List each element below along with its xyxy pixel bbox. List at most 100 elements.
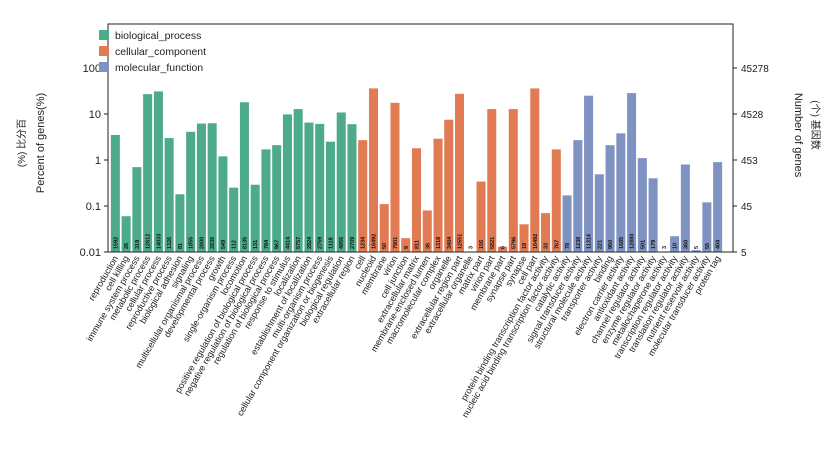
bar-54 [691,250,701,252]
count-label-31: 3404 [447,236,453,249]
count-label-28: 811 [415,240,421,249]
bar-6 [175,194,185,252]
bar-42 [562,195,572,252]
legend-swatch-0 [99,30,109,40]
right-tick-label-3: 45 [741,202,753,213]
count-label-47: 1685 [619,237,625,249]
count-label-49: 501 [640,240,646,249]
count-label-54: 5 [694,246,700,249]
count-label-32: 12551 [458,234,464,249]
count-label-35: 5821 [490,237,496,249]
bar-48 [627,93,637,252]
bar-9 [207,123,217,252]
count-label-50: 179 [651,240,657,249]
bar-8 [196,123,206,252]
count-label-13: 131 [253,240,259,249]
bar-12 [239,102,249,252]
count-label-24: 16492 [371,234,377,249]
count-label-17: 5757 [296,237,302,249]
count-label-20: 1118 [328,237,334,249]
count-label-46: 960 [608,240,614,249]
count-label-9: 2836 [210,237,216,249]
bar-32 [455,93,465,252]
count-label-21: 4856 [339,237,345,249]
count-label-7: 1855 [189,237,195,249]
bar-27 [401,238,411,252]
bar-20 [325,141,335,252]
bar-37 [508,109,518,252]
count-label-18: 2924 [307,236,313,249]
legend: biological_process cellular_componentmole… [99,30,206,74]
right-axis-label-cn: (个) 基因数 [809,100,822,149]
bar-23 [358,140,368,252]
count-label-16: 4414 [285,236,291,249]
bar-29 [422,210,432,252]
count-label-4: 14033 [156,234,162,249]
count-label-43: 1238 [576,237,582,249]
count-label-33: 3 [468,246,474,249]
bar-40 [541,213,551,252]
bar-52 [670,236,680,252]
bar-46 [605,145,615,252]
count-label-6: 81 [178,243,184,249]
legend-label-2: molecular_function [115,62,203,74]
count-label-38: 19 [522,243,528,249]
bar-17 [293,109,303,252]
bar-13 [250,184,260,252]
bars-layer [110,88,723,253]
bar-21 [336,112,346,253]
count-label-10: 549 [221,240,227,249]
count-label-37: 5796 [511,237,517,249]
bar-26 [390,102,400,252]
left-tick-label-1: 10 [89,109,101,121]
y-axis-label-cn: (%) 比分百 [16,119,28,167]
count-label-34: 156 [479,240,485,249]
right-tick-label-0: 45278 [741,64,769,75]
bar-11 [229,187,239,252]
count-label-55: 55 [705,243,711,249]
legend-label-1: cellular_component [115,46,206,58]
bar-14 [261,149,271,252]
count-label-8: 2800 [199,237,205,249]
count-label-0: 1592 [113,237,119,249]
count-label-14: 784 [264,239,270,249]
count-label-2: 319 [135,240,141,249]
count-label-19: 2759 [318,237,324,249]
bar-10 [218,156,228,252]
bar-16 [282,114,292,253]
bar-5 [164,138,174,252]
count-labels-layer: 1592 26 319 12612 14033 1326 81 1855 2800 2836 549… [113,233,721,249]
bar-38 [519,224,529,252]
bar-39 [530,88,540,252]
count-label-22: 2709 [350,237,356,249]
count-label-27: 9 [404,246,410,249]
count-label-45: 221 [597,240,603,249]
bar-36 [498,246,508,252]
count-label-11: 112 [232,240,238,249]
right-axis-label: Number of genes [792,93,804,178]
bar-3 [143,94,153,252]
bar-45 [594,174,604,252]
left-tick-label-2: 1 [95,155,101,167]
left-axis: 100 10 1 0.1 0.01 [80,63,108,259]
bar-49 [637,158,647,252]
bar-1 [121,216,131,252]
count-label-36: 6 [501,246,507,249]
count-label-48: 12880 [630,234,636,249]
bar-41 [551,149,561,252]
bar-24 [368,88,378,252]
count-label-3: 12612 [146,234,152,249]
count-label-5: 1326 [167,237,173,249]
count-label-42: 78 [565,243,571,249]
count-label-23: 1234 [361,236,367,249]
bar-0 [110,134,120,252]
y-axis-label: Percent of genes(%) [35,93,47,193]
left-tick-label-4: 0.01 [80,247,101,259]
bar-53 [680,164,690,252]
count-label-39: 16492 [533,234,539,249]
count-label-30: 1318 [436,237,442,249]
count-label-29: 36 [425,243,431,249]
count-label-26: 7901 [393,237,399,249]
bar-19 [315,123,325,253]
